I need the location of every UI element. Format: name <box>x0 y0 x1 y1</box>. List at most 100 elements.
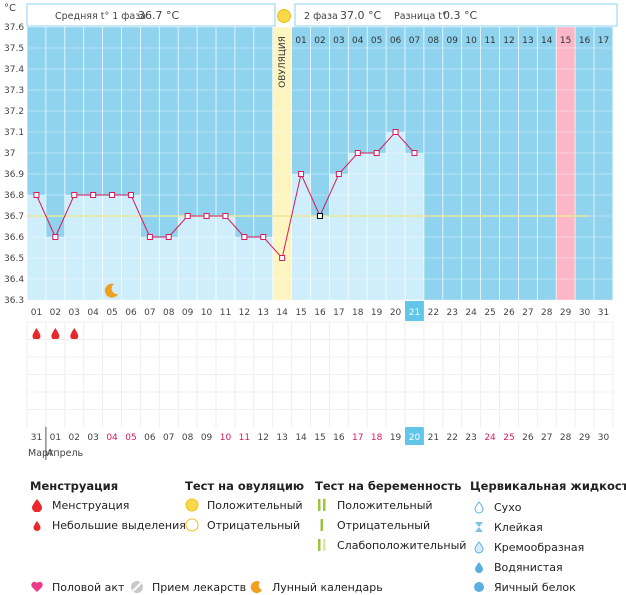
ovulation-negative-icon <box>185 518 199 532</box>
legend-label: Клейкая <box>494 520 543 534</box>
top-day-label: 10 <box>465 36 477 46</box>
y-tick-label: 37.5 <box>4 44 24 54</box>
legend-ovtest-positive: Положительный <box>185 498 303 512</box>
temperature-point <box>203 213 210 219</box>
date-label: 26 <box>522 433 534 443</box>
date-label: 20 <box>409 433 421 443</box>
date-label: 01 <box>50 433 61 443</box>
top-day-label: 13 <box>522 36 533 46</box>
temperature-point <box>184 213 191 219</box>
cycle-day-label: 09 <box>182 308 194 318</box>
cycle-day-label: 24 <box>465 308 477 318</box>
blood-drop-icon <box>70 328 79 340</box>
cycle-day-label: 04 <box>87 308 99 318</box>
legend-label: Прием лекарств <box>152 580 247 594</box>
date-label: 04 <box>106 433 118 443</box>
y-tick-label: 37.3 <box>4 86 24 96</box>
legend-label: Небольшие выделения <box>52 518 186 532</box>
date-label: 09 <box>201 433 213 443</box>
legend-label: Отрицательный <box>207 518 301 532</box>
date-label: 24 <box>484 433 496 443</box>
date-label: 08 <box>182 433 194 443</box>
moon-icon <box>250 580 264 594</box>
cycle-day-label: 17 <box>333 308 344 318</box>
month-label-april: Апрель <box>47 448 84 459</box>
y-tick-label: 37.6 <box>4 23 24 33</box>
pregnancy-negative-icon <box>315 518 329 532</box>
legend-pregnancy-test-title: Тест на беременность <box>315 479 462 493</box>
cycle-day-label: 11 <box>220 308 231 318</box>
drop-outline-icon <box>472 500 486 514</box>
temperature-bar <box>405 153 424 300</box>
cycle-day-label: 18 <box>352 308 364 318</box>
date-label: 25 <box>503 433 514 443</box>
temperature-bar <box>140 237 160 300</box>
highlight-day-column <box>556 27 576 300</box>
legend-label: Водянистая <box>494 560 563 574</box>
y-tick-label: 37.2 <box>4 107 24 117</box>
legend-label: Слабоположительный <box>337 538 467 552</box>
date-label: 31 <box>31 433 42 443</box>
temperature-bar <box>102 195 122 300</box>
cycle-day-label: 26 <box>503 308 515 318</box>
cycle-day-label: 21 <box>409 308 420 318</box>
date-label: 30 <box>598 433 610 443</box>
legend-label: Менструация <box>52 498 130 512</box>
y-tick-label: 37.4 <box>4 65 24 75</box>
top-day-label: 09 <box>447 36 459 46</box>
cycle-day-label: 29 <box>560 308 572 318</box>
today-date-marker <box>405 427 424 445</box>
temperature-point <box>222 213 229 219</box>
month-label-march: Март <box>28 448 54 459</box>
temperature-point <box>354 150 361 156</box>
top-day-label: 07 <box>409 36 420 46</box>
cycle-day-label: 14 <box>276 308 288 318</box>
legend-label: Сухо <box>494 500 522 514</box>
legend-cervical-eggwhite: Яичный белок <box>472 580 576 594</box>
pregnancy-weak-icon <box>315 538 329 552</box>
date-label: 13 <box>276 433 287 443</box>
temperature-bar <box>159 237 179 300</box>
temperature-bar <box>27 195 46 300</box>
temperature-point <box>392 129 399 135</box>
date-label: 10 <box>220 433 232 443</box>
date-label: 15 <box>314 433 325 443</box>
legend-pregtest-weak: Слабоположительный <box>315 538 466 552</box>
temperature-point <box>241 234 248 240</box>
temperature-bar <box>253 237 273 300</box>
date-label: 28 <box>560 433 572 443</box>
y-tick-label: 36.3 <box>4 296 24 306</box>
temperature-point <box>71 192 78 198</box>
date-label: 18 <box>371 433 383 443</box>
top-day-label: 16 <box>579 36 591 46</box>
temperature-point <box>316 213 323 219</box>
temperature-point <box>279 255 286 261</box>
date-label: 16 <box>333 433 345 443</box>
legend-label: Положительный <box>207 498 303 512</box>
ovulation-positive-icon <box>185 498 199 512</box>
legend-label: Отрицательный <box>337 518 431 532</box>
diff-value: 0.3 °C <box>443 9 477 22</box>
top-day-label: 14 <box>541 36 553 46</box>
date-label: 02 <box>69 433 80 443</box>
legend-moon: Лунный календарь <box>250 580 383 594</box>
pill-icon <box>130 580 144 594</box>
legend-ovtest-negative: Отрицательный <box>185 518 300 532</box>
temperature-point <box>411 150 418 156</box>
legend-label: Половой акт <box>52 580 125 594</box>
legend-menstruation-item: Менструация <box>30 498 129 512</box>
legend-menstruation-title: Менструация <box>30 479 119 493</box>
legend-cervical-title: Цервикальная жидкость <box>470 479 626 493</box>
cycle-day-label: 30 <box>579 308 591 318</box>
y-tick-label: 36.9 <box>4 170 24 180</box>
cycle-day-label: 31 <box>598 308 609 318</box>
y-tick-label: 37.1 <box>4 128 24 138</box>
top-day-label: 11 <box>484 36 495 46</box>
temperature-bar <box>367 153 387 300</box>
temperature-point <box>52 234 59 240</box>
y-tick-label: 37 <box>4 149 15 159</box>
cycle-day-label: 02 <box>50 308 61 318</box>
legend-pregtest-positive: Положительный <box>315 498 433 512</box>
top-day-label: 02 <box>314 36 325 46</box>
legend-pregtest-negative: Отрицательный <box>315 518 430 532</box>
